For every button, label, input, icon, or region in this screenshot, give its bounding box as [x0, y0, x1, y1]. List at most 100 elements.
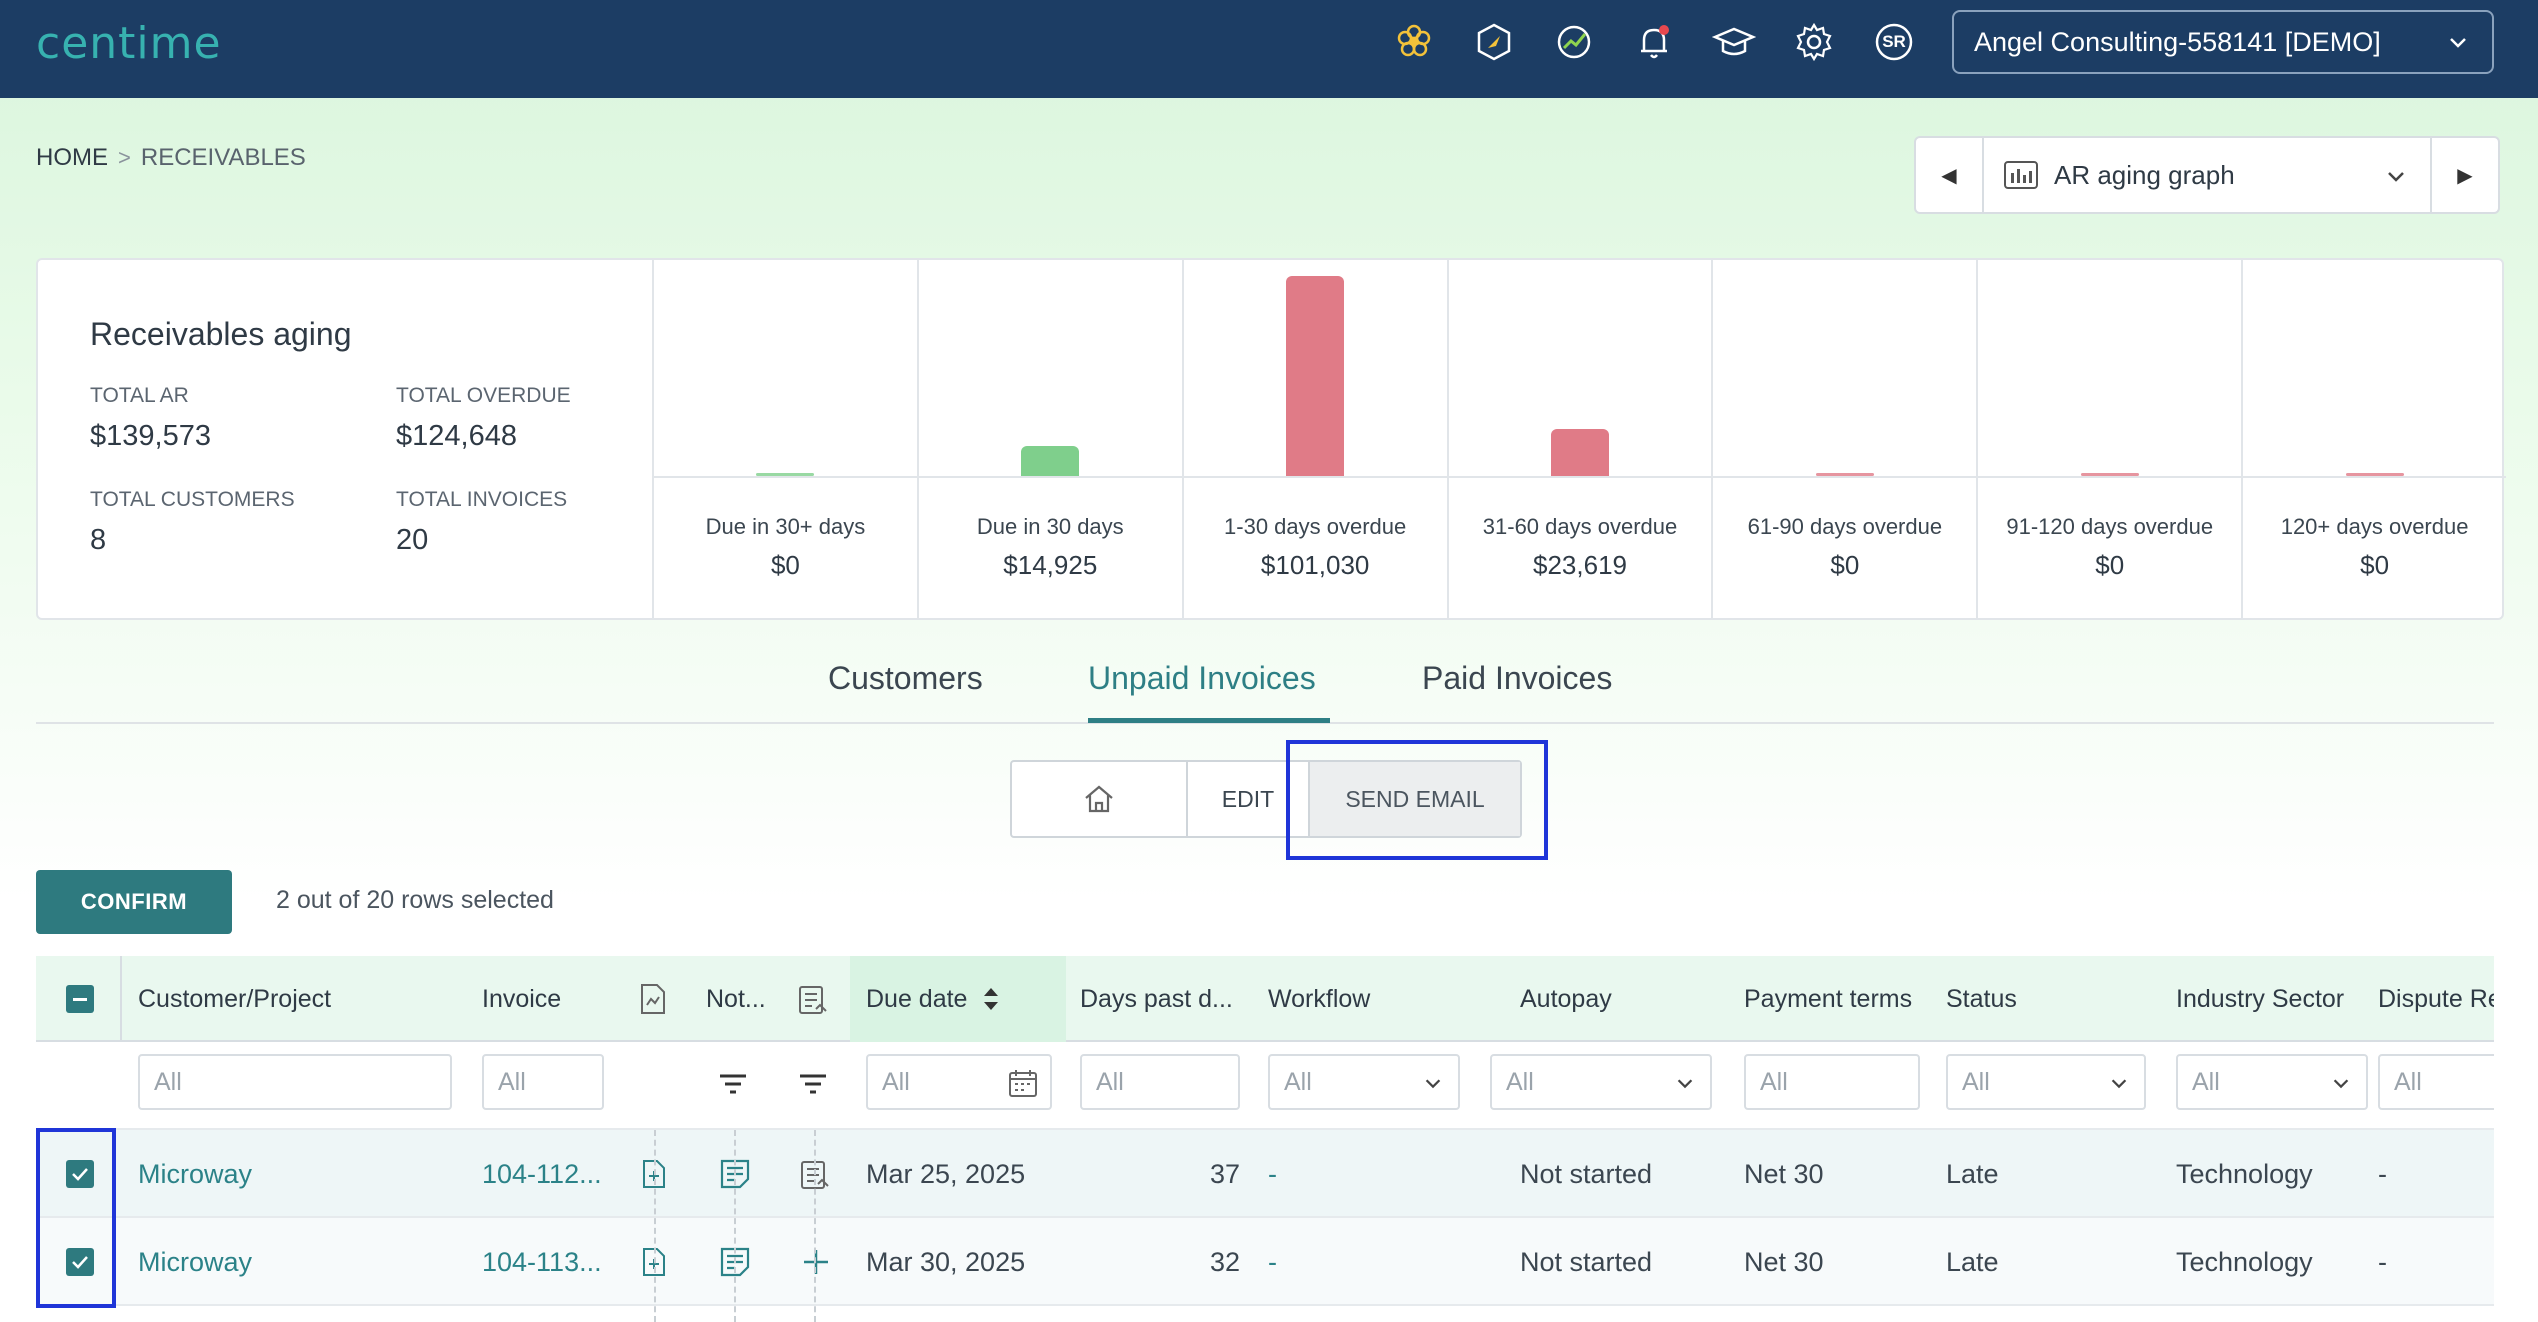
home-view-button[interactable] — [1012, 762, 1188, 836]
breadcrumb-home[interactable]: HOME — [36, 144, 108, 171]
tab-paid-invoices[interactable]: Paid Invoices — [1422, 660, 1613, 696]
header-notes[interactable]: Not... — [706, 984, 766, 1013]
tab-customers[interactable]: Customers — [828, 660, 983, 696]
row-days-past-due: 37 — [1209, 1158, 1240, 1189]
graph-dropdown[interactable]: AR aging graph — [1982, 138, 2432, 212]
add-task-icon[interactable] — [802, 1218, 830, 1306]
bucket-value: $0 — [2360, 550, 2390, 580]
header-days-past-due[interactable]: Days past d... — [1080, 984, 1233, 1013]
confirm-button[interactable]: CONFIRM — [36, 870, 232, 934]
cube-icon[interactable] — [1470, 18, 1518, 66]
chevron-down-icon — [2450, 38, 2466, 48]
header-customer[interactable]: Customer/Project — [138, 984, 332, 1013]
bucket-plot — [1448, 260, 1712, 478]
aging-bar — [1815, 473, 1874, 476]
industry-filter-select[interactable]: All — [2176, 1054, 2368, 1110]
stat-label: TOTAL OVERDUE — [396, 384, 571, 407]
invoice-filter-input[interactable]: All — [482, 1054, 604, 1110]
previous-graph-button[interactable]: ◀ — [1941, 164, 1957, 187]
due-date-filter-input[interactable]: All — [866, 1054, 1052, 1110]
status-filter-select[interactable]: All — [1946, 1054, 2146, 1110]
select-all-checkbox[interactable] — [66, 956, 94, 1042]
breadcrumb-separator: > — [118, 145, 131, 170]
table-row[interactable]: Microway 104-113... Mar 30, 2025 32 - No… — [36, 1218, 2494, 1306]
aging-bar — [1286, 276, 1345, 476]
tab-unpaid-invoices[interactable]: Unpaid Invoices — [1088, 660, 1316, 696]
chevron-down-icon — [2333, 1079, 2349, 1089]
row-workflow[interactable]: - — [1268, 1158, 1277, 1189]
workflow-filter-select[interactable]: All — [1268, 1054, 1460, 1110]
aging-bucket[interactable]: 61-90 days overdue $0 — [1713, 260, 1979, 618]
row-checkbox[interactable] — [66, 1218, 94, 1306]
stat-label: TOTAL AR — [90, 384, 189, 407]
growth-icon[interactable] — [1550, 18, 1598, 66]
customer-filter-input[interactable]: All — [138, 1054, 452, 1110]
aging-bucket[interactable]: 1-30 days overdue $101,030 — [1183, 260, 1449, 618]
header-payment-terms[interactable]: Payment terms — [1744, 984, 1913, 1013]
centime-logo[interactable]: centime — [36, 18, 222, 69]
graduation-cap-icon[interactable] — [1710, 18, 1758, 66]
autopay-filter-value: All — [1506, 1067, 1534, 1096]
days-past-filter-input[interactable]: All — [1080, 1054, 1240, 1110]
breadcrumb-current: RECEIVABLES — [140, 144, 306, 171]
header-dispute-reason[interactable]: Dispute Re — [2378, 984, 2494, 1013]
task-list-icon[interactable] — [798, 956, 828, 1042]
payment-terms-filter-input[interactable]: All — [1744, 1054, 1920, 1110]
aging-bucket[interactable]: 31-60 days overdue $23,619 — [1448, 260, 1714, 618]
gear-icon[interactable] — [1790, 18, 1838, 66]
industry-filter-value: All — [2192, 1067, 2220, 1096]
row-autopay: Not started — [1520, 1158, 1653, 1189]
header-invoice[interactable]: Invoice — [482, 984, 562, 1013]
indeterminate-checkbox — [66, 985, 94, 1013]
invoices-grid: Customer/Project Invoice Not... Due date… — [36, 956, 2494, 1322]
bucket-value: $0 — [1830, 550, 1860, 580]
bucket-plot — [1183, 260, 1447, 478]
bucket-value: $101,030 — [1260, 550, 1370, 580]
row-workflow[interactable]: - — [1268, 1246, 1277, 1277]
row-industry: Technology — [2176, 1246, 2313, 1277]
header-industry-sector[interactable]: Industry Sector — [2176, 984, 2345, 1013]
stat-value: $124,648 — [396, 420, 517, 452]
row-checkbox[interactable] — [66, 1130, 94, 1218]
bucket-label: 91-120 days overdue — [2006, 514, 2214, 539]
user-avatar[interactable]: SR — [1870, 18, 1918, 66]
filter-icon[interactable] — [798, 1072, 828, 1101]
header-status[interactable]: Status — [1946, 984, 2017, 1013]
send-email-view-button[interactable]: SEND EMAIL — [1310, 762, 1520, 836]
flower-icon[interactable] — [1390, 18, 1438, 66]
filter-icon[interactable] — [718, 1072, 748, 1101]
stat-total-overdue: TOTAL OVERDUE $124,648 — [396, 384, 571, 453]
bucket-value: $23,619 — [1533, 550, 1627, 580]
row-invoice[interactable]: 104-112... — [482, 1158, 602, 1189]
edit-view-button[interactable]: EDIT — [1188, 762, 1310, 836]
attachment-icon[interactable] — [640, 956, 666, 1042]
row-invoice[interactable]: 104-113... — [482, 1246, 602, 1277]
account-select[interactable]: Angel Consulting-558141 [DEMO] — [1952, 10, 2494, 74]
header-due-date[interactable]: Due date — [866, 956, 1001, 1042]
autopay-filter-select[interactable]: All — [1490, 1054, 1712, 1110]
checked-checkbox — [66, 1160, 94, 1188]
header-autopay[interactable]: Autopay — [1520, 984, 1612, 1013]
graph-selector: ◀ AR aging graph ▶ — [1914, 136, 2500, 214]
top-navigation-bar: centime SR Angel Consulting-558141 [DEMO… — [0, 0, 2538, 98]
aging-bucket[interactable]: 120+ days overdue $0 — [2243, 260, 2507, 618]
aging-bar — [1551, 429, 1609, 476]
bar-chart-icon — [2004, 161, 2038, 189]
aging-bucket[interactable]: 91-120 days overdue $0 — [1978, 260, 2244, 618]
home-icon — [1085, 785, 1113, 813]
table-row[interactable]: Microway 104-112... Mar 25, 2025 37 - No… — [36, 1130, 2494, 1218]
user-initials: SR — [1882, 32, 1906, 51]
bucket-label: 61-90 days overdue — [1747, 514, 1943, 539]
row-customer[interactable]: Microway — [138, 1158, 253, 1189]
aging-bucket[interactable]: Due in 30 days $14,925 — [918, 260, 1184, 618]
column-divider — [120, 956, 122, 1042]
header-workflow[interactable]: Workflow — [1268, 984, 1371, 1013]
header-due-date-label: Due date — [866, 984, 968, 1013]
bell-icon[interactable] — [1630, 18, 1678, 66]
next-graph-button[interactable]: ▶ — [2457, 164, 2473, 187]
row-customer[interactable]: Microway — [138, 1246, 253, 1277]
aging-bucket[interactable]: Due in 30+ days $0 — [654, 260, 919, 618]
bucket-plot — [1978, 260, 2242, 478]
task-list-icon[interactable] — [800, 1130, 830, 1218]
dispute-filter-input[interactable]: All — [2378, 1054, 2494, 1110]
